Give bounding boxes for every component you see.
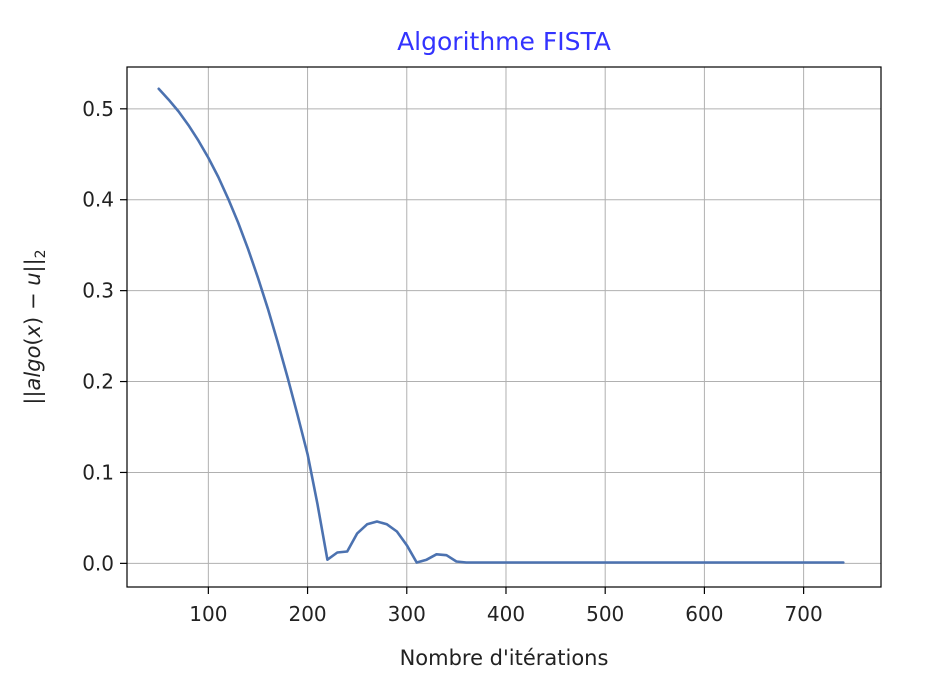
- x-tick-label: 400: [487, 602, 525, 626]
- y-label-paren-close: ): [21, 317, 45, 325]
- y-label-suffix: ||: [21, 258, 46, 272]
- plot-frame: [126, 66, 882, 588]
- y-label-paren-open: (: [21, 337, 45, 345]
- y-label-var-u: u: [21, 272, 45, 285]
- y-tick-label: 0.5: [82, 97, 114, 121]
- series-line: [157, 87, 845, 564]
- y-label-minus: −: [21, 286, 45, 317]
- ticks: 100 200 300 400 500 600 700 0.0 0.1 0.2 0.3 0.4 0.5: [82, 97, 823, 626]
- x-tick-label: 100: [189, 602, 227, 626]
- y-label-prefix: ||: [21, 390, 46, 404]
- x-axis-label: Nombre d'itérations: [400, 646, 609, 670]
- y-tick-label: 0.3: [82, 279, 114, 303]
- y-label-var-x: x: [21, 324, 45, 338]
- x-tick-label: 500: [586, 602, 624, 626]
- x-tick-label: 200: [288, 602, 326, 626]
- x-tick-label: 600: [685, 602, 723, 626]
- y-label-subscript: 2: [33, 249, 49, 258]
- y-label-algo: algo: [21, 346, 45, 391]
- y-tick-label: 0.1: [82, 460, 114, 484]
- y-tick-label: 0.4: [82, 188, 114, 212]
- series-layer: [157, 87, 845, 564]
- x-tick-label: 300: [388, 602, 426, 626]
- x-tick-label: 700: [785, 602, 823, 626]
- y-tick-label: 0.0: [82, 551, 114, 575]
- chart-title: Algorithme FISTA: [397, 27, 611, 56]
- y-axis-label: ||algo(x) − u||2: [21, 249, 49, 404]
- grid: [127, 67, 881, 587]
- y-tick-label: 0.2: [82, 370, 114, 394]
